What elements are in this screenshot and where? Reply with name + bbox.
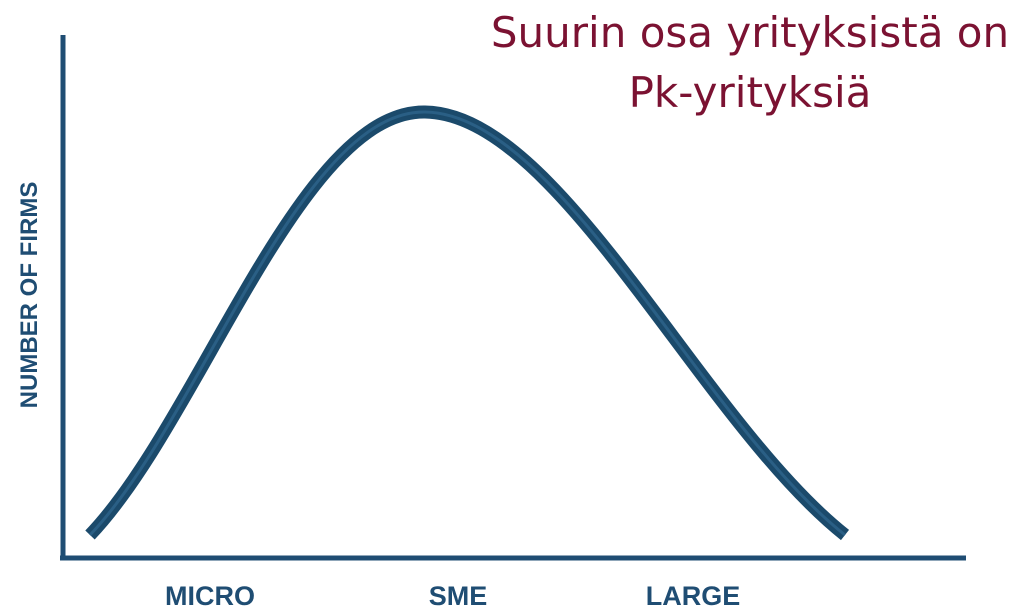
x-label: LARGE: [646, 581, 741, 610]
y-axis-label: NUMBER OF FIRMS: [16, 182, 43, 409]
title-line: Pk-yrityksiä: [629, 68, 872, 117]
x-label: SME: [429, 581, 488, 610]
bell-curve: [85, 105, 850, 541]
x-label: MICRO: [165, 581, 255, 610]
curve-highlight: [88, 110, 846, 537]
title-line: Suurin osa yrityksistä on: [491, 8, 1009, 57]
